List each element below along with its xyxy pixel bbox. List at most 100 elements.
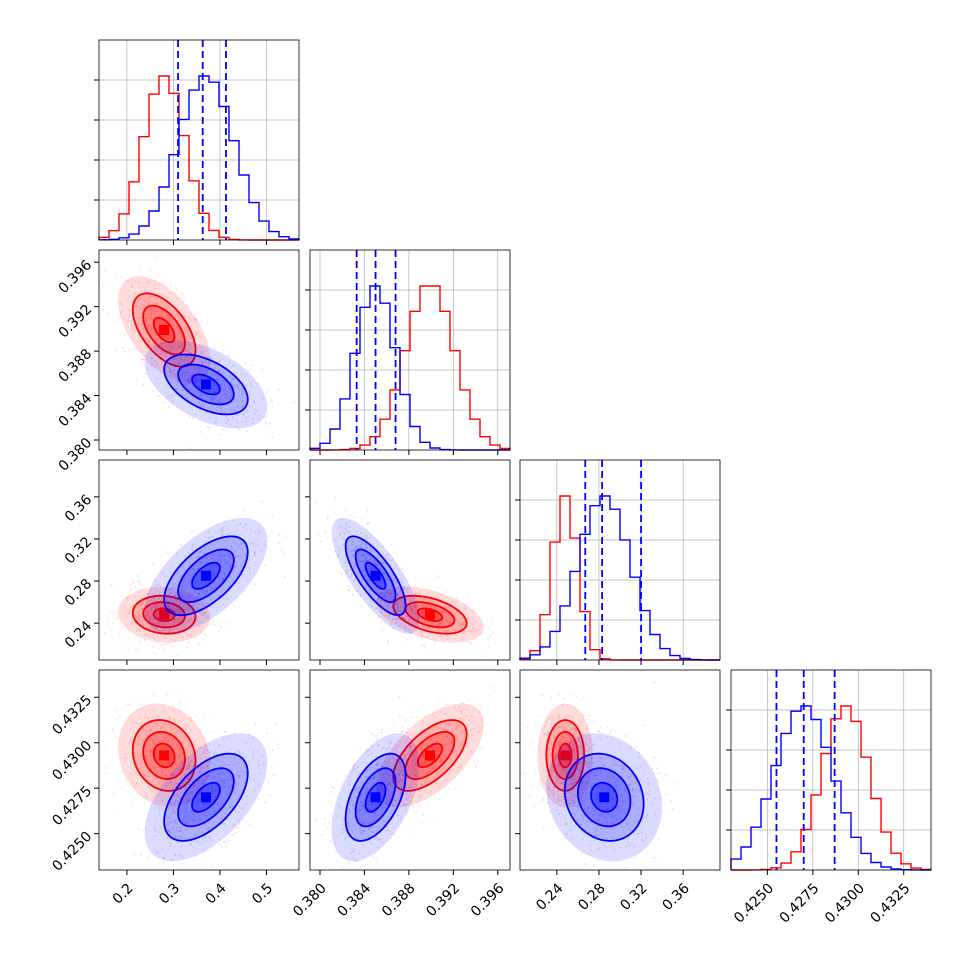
sample-point (420, 612, 422, 615)
sample-point (120, 275, 122, 278)
sample-point (152, 343, 154, 346)
sample-point (388, 603, 391, 606)
sample-point (241, 543, 244, 546)
sample-point (183, 608, 186, 611)
sample-point (132, 804, 134, 807)
sample-point (446, 635, 449, 637)
sample-point (420, 644, 423, 647)
sample-point (179, 601, 182, 604)
contour-line (163, 535, 249, 617)
sample-point (211, 387, 213, 390)
sample-point (169, 629, 172, 632)
sample-point (183, 374, 186, 377)
sample-point (403, 617, 406, 620)
sample-point (228, 559, 230, 562)
sample-point (172, 370, 174, 373)
sample-point (163, 624, 166, 626)
sample-point (208, 536, 211, 539)
sample-point (152, 597, 155, 600)
sample-point (149, 617, 152, 620)
sample-point (158, 308, 161, 311)
sample-point (207, 361, 210, 364)
sample-point (226, 561, 228, 564)
sample-point (222, 387, 225, 390)
sample-point (225, 422, 227, 424)
sample-point (200, 391, 202, 394)
sample-point (411, 608, 414, 611)
sample-point (159, 313, 162, 316)
sample-point (138, 307, 141, 309)
sample-point (150, 345, 153, 348)
sample-point (199, 431, 202, 433)
sample-point (154, 611, 157, 614)
sample-point (126, 599, 129, 601)
sample-point (130, 328, 132, 330)
peak-bin (200, 570, 211, 581)
sample-point (468, 698, 470, 701)
sample-point (187, 380, 190, 383)
sample-point (414, 584, 417, 587)
sample-point (469, 621, 472, 624)
sample-point (268, 422, 271, 425)
sample-point (146, 602, 149, 605)
sample-point (166, 295, 169, 298)
sample-point (465, 608, 468, 610)
sample-point (235, 832, 237, 835)
sample-point (241, 575, 243, 578)
sample-point (333, 786, 335, 789)
sample-point (141, 362, 144, 365)
sample-point (436, 617, 439, 620)
sample-point (447, 622, 450, 625)
sample-point (381, 728, 383, 731)
sample-point (347, 584, 350, 587)
sample-point (198, 592, 200, 595)
sample-point (150, 357, 153, 360)
sample-point (186, 596, 189, 599)
sample-point (256, 382, 259, 385)
sample-point (242, 392, 245, 395)
sample-point (165, 693, 168, 696)
sample-point (188, 609, 191, 612)
sample-point (176, 384, 179, 386)
sample-point (185, 349, 188, 351)
sample-point (187, 597, 189, 599)
sample-point (190, 375, 193, 378)
sample-point (186, 340, 189, 343)
sample-point (470, 641, 472, 644)
sample-point (422, 625, 425, 628)
sample-point (145, 634, 148, 637)
sample-point (189, 574, 192, 577)
sample-point (197, 593, 200, 595)
sample-point (221, 526, 224, 529)
sample-point (252, 542, 255, 545)
sample-point (236, 547, 239, 550)
sample-point (148, 339, 151, 342)
sample-point (187, 616, 189, 619)
sample-point (186, 304, 189, 307)
sample-point (450, 622, 453, 625)
sample-point (151, 389, 154, 392)
sample-point (171, 342, 174, 345)
sample-point (133, 853, 136, 856)
sample-point (130, 320, 132, 322)
sample-point (135, 304, 138, 307)
sample-point (220, 559, 223, 562)
sample-point (467, 592, 470, 594)
sample-point (184, 607, 187, 610)
sample-point (242, 509, 244, 512)
sample-point (156, 606, 159, 609)
sample-point (154, 579, 157, 582)
sample-point (284, 575, 286, 578)
sample-point (232, 568, 235, 571)
sample-point (151, 612, 153, 615)
sample-point (231, 416, 234, 419)
sample-point (422, 614, 425, 617)
sample-point (161, 311, 164, 314)
sample-point (134, 305, 137, 308)
sample-point (490, 619, 492, 622)
sample-point (144, 288, 147, 291)
sample-point (482, 631, 485, 634)
sample-point (176, 618, 178, 621)
sample-point (209, 361, 212, 364)
sample-point (419, 630, 422, 633)
